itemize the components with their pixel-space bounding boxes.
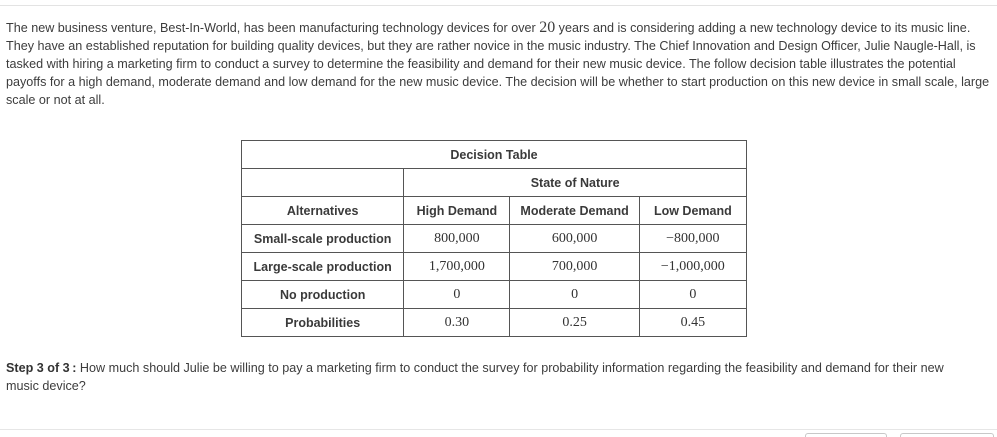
table-corner-cell: [240, 168, 405, 197]
step-question: Step 3 of 3 : How much should Julie be w…: [6, 359, 966, 395]
cell-value: −1,000,000: [638, 252, 748, 281]
cell-value: 0.25: [509, 308, 640, 337]
cell-value: −800,000: [638, 224, 748, 253]
row-label: Large-scale production: [240, 252, 405, 281]
row-label: No production: [240, 280, 405, 309]
table-row: Probabilities 0.30 0.25 0.45: [240, 308, 748, 337]
state-of-nature-header: State of Nature: [403, 168, 747, 197]
table-row: Large-scale production 1,700,000 700,000…: [240, 252, 748, 281]
table-row: Small-scale production 800,000 600,000 −…: [240, 224, 748, 253]
cell-value: 0: [509, 280, 640, 309]
table-row: No production 0 0 0: [240, 280, 748, 309]
cell-value: 0: [638, 280, 748, 309]
intro-text-part2: years and is considering adding a new te…: [6, 21, 990, 107]
problem-intro: The new business venture, Best-In-World,…: [6, 19, 991, 109]
cell-value: 700,000: [509, 252, 640, 281]
bottom-divider: [0, 429, 997, 430]
decision-table: Decision Table State of Nature Alternati…: [240, 140, 748, 337]
row-label: Small-scale production: [240, 224, 405, 253]
intro-years-value: 20: [539, 19, 556, 36]
cell-value: 1,700,000: [403, 252, 511, 281]
header-low-demand: Low Demand: [638, 196, 748, 225]
bottom-button-right[interactable]: [900, 433, 994, 437]
cell-value: 600,000: [509, 224, 640, 253]
table-title: Decision Table: [241, 140, 747, 169]
bottom-button-left[interactable]: [805, 433, 887, 437]
header-moderate-demand: Moderate Demand: [509, 196, 640, 225]
table-header-row: Alternatives High Demand Moderate Demand…: [240, 196, 748, 225]
cell-value: 0.45: [638, 308, 748, 337]
cell-value: 0.30: [403, 308, 511, 337]
intro-text-part1: The new business venture, Best-In-World,…: [6, 21, 540, 35]
header-high-demand: High Demand: [403, 196, 511, 225]
cell-value: 0: [403, 280, 511, 309]
header-alternatives: Alternatives: [240, 196, 405, 225]
row-label: Probabilities: [240, 308, 405, 337]
cell-value: 800,000: [403, 224, 511, 253]
top-divider: [0, 5, 997, 6]
step-question-text: How much should Julie be willing to pay …: [6, 361, 944, 393]
step-label: Step 3 of 3 :: [6, 361, 77, 375]
